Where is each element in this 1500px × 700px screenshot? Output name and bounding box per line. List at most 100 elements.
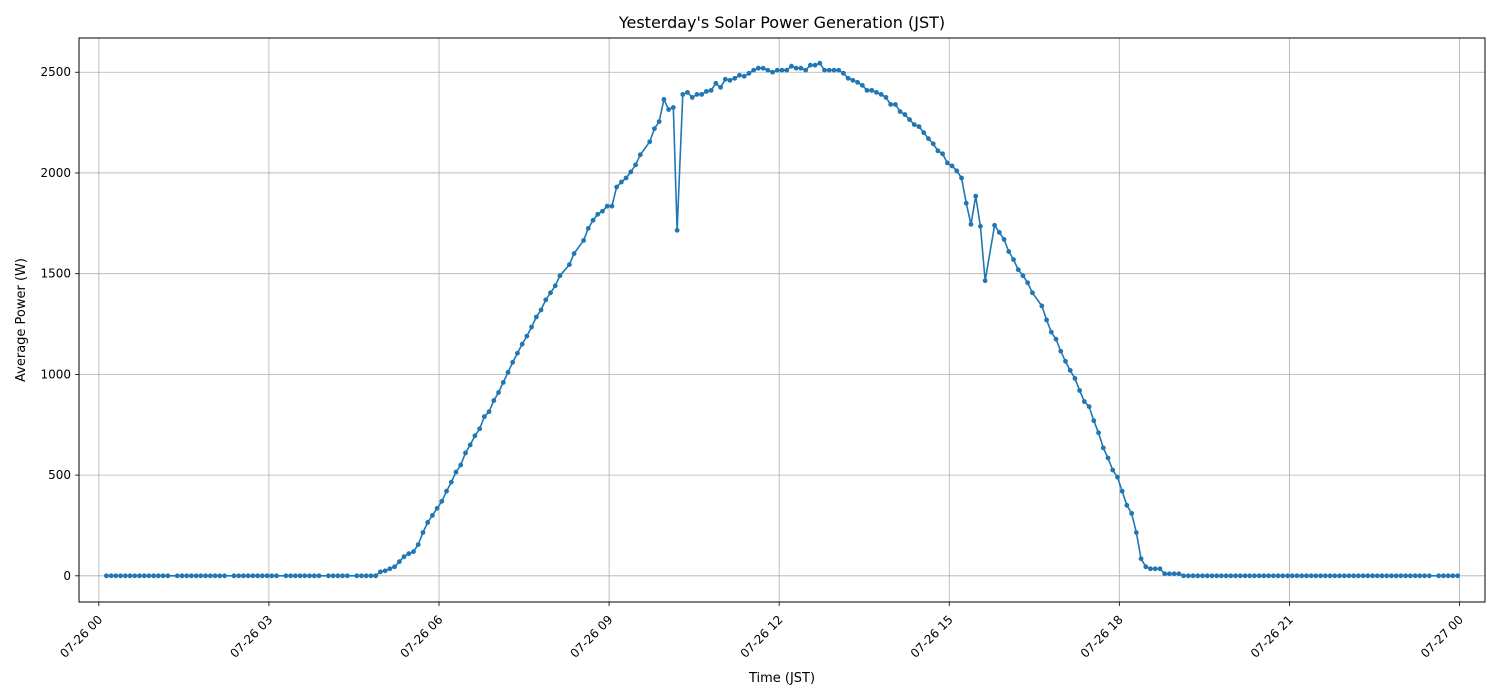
y-tick-label: 1500	[40, 267, 71, 281]
data-point	[789, 63, 794, 69]
data-point	[1374, 573, 1380, 579]
data-point	[132, 573, 138, 579]
data-point	[1327, 573, 1333, 579]
data-point	[316, 573, 322, 579]
data-point	[1237, 573, 1243, 579]
data-point	[255, 573, 260, 579]
data-point	[141, 573, 147, 579]
data-point	[807, 62, 813, 68]
data-point	[784, 67, 790, 73]
data-point	[382, 568, 388, 574]
data-point	[1148, 566, 1153, 572]
data-point	[533, 314, 539, 320]
data-point	[571, 251, 577, 256]
data-point	[1332, 573, 1338, 579]
data-point	[609, 203, 615, 209]
data-point	[463, 450, 468, 456]
data-point	[1067, 367, 1073, 373]
data-point	[661, 97, 667, 102]
data-point	[1417, 573, 1423, 579]
data-point	[1081, 399, 1087, 404]
data-point	[496, 390, 501, 395]
data-point	[713, 80, 719, 86]
data-point	[1072, 376, 1078, 381]
data-point	[1379, 573, 1385, 579]
data-point	[1289, 573, 1295, 579]
data-point	[302, 573, 308, 579]
data-point	[567, 262, 572, 268]
data-point	[245, 573, 251, 579]
data-point	[1133, 530, 1139, 535]
y-axis-label: Average Power (W)	[14, 258, 29, 382]
data-point	[680, 92, 686, 97]
y-tick-label: 2000	[40, 166, 71, 180]
data-point	[708, 87, 714, 93]
data-point	[1389, 573, 1394, 579]
data-point	[836, 67, 842, 73]
data-point	[1441, 573, 1446, 579]
data-point	[722, 76, 728, 82]
data-point	[283, 573, 289, 579]
data-point	[269, 573, 275, 579]
data-point	[1275, 573, 1281, 579]
data-point	[155, 573, 161, 579]
data-point	[996, 229, 1002, 235]
y-tick-label: 0	[63, 569, 71, 583]
data-point	[1044, 317, 1049, 323]
data-point	[935, 148, 941, 154]
data-point	[859, 82, 865, 88]
data-point	[614, 184, 620, 190]
data-point	[307, 573, 312, 579]
data-point	[1285, 573, 1290, 579]
data-point	[1011, 257, 1016, 262]
data-point	[207, 573, 213, 579]
data-point	[387, 566, 393, 572]
data-point	[311, 573, 317, 579]
data-point	[1190, 573, 1196, 579]
data-point	[401, 554, 407, 560]
data-point	[1450, 573, 1456, 579]
data-point	[765, 67, 771, 73]
data-point	[344, 573, 350, 579]
data-point	[491, 398, 497, 403]
data-point	[340, 573, 346, 579]
data-point	[415, 542, 421, 547]
data-point	[1138, 556, 1144, 562]
data-point	[1351, 573, 1357, 579]
data-point	[779, 67, 785, 73]
data-point	[1086, 404, 1092, 410]
data-point	[1256, 573, 1262, 579]
data-point	[411, 549, 416, 555]
data-point	[505, 369, 511, 375]
data-point	[1398, 573, 1404, 579]
data-point	[1129, 510, 1135, 516]
data-point	[954, 168, 960, 174]
data-point	[831, 67, 837, 73]
data-point	[264, 573, 270, 579]
data-point	[600, 208, 605, 214]
data-point	[845, 75, 851, 81]
data-point	[368, 573, 374, 579]
data-point	[538, 307, 544, 313]
data-point	[1318, 573, 1323, 579]
data-point	[637, 152, 643, 158]
data-point	[685, 89, 690, 95]
data-point	[524, 333, 530, 339]
data-point	[1299, 573, 1305, 579]
data-point	[869, 87, 875, 93]
data-point	[689, 95, 695, 100]
data-point	[354, 573, 360, 579]
data-point	[1393, 573, 1399, 579]
data-point	[137, 573, 142, 579]
data-point	[467, 442, 473, 448]
data-point	[656, 119, 662, 124]
data-point	[174, 573, 180, 579]
data-point	[1058, 348, 1064, 354]
data-point	[122, 573, 128, 579]
data-point	[481, 414, 487, 420]
data-point	[434, 505, 440, 511]
data-point	[378, 569, 383, 575]
data-point	[978, 223, 983, 229]
data-point	[1370, 573, 1375, 579]
data-point	[127, 573, 133, 579]
